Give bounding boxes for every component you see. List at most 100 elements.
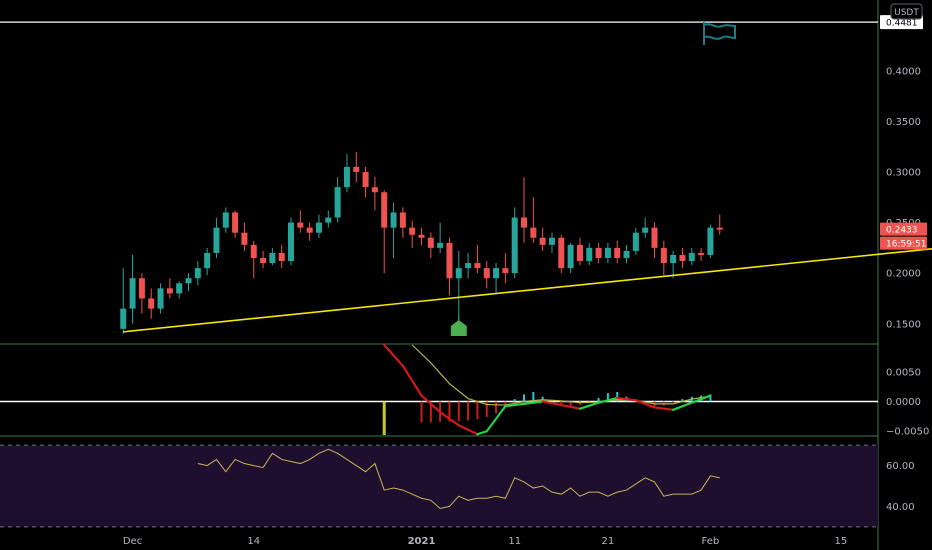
- oscillator-momentum-segment: [699, 394, 712, 401]
- candle-body: [651, 227, 658, 248]
- candle: [446, 237, 453, 296]
- countdown-box: [880, 236, 927, 250]
- candle: [315, 214, 322, 238]
- candle-body: [465, 263, 472, 269]
- candle-body: [241, 232, 248, 245]
- candle-body: [166, 288, 173, 294]
- currency-label: USDT: [894, 8, 919, 18]
- candle-body: [362, 172, 369, 188]
- candle: [129, 254, 136, 324]
- candle-body: [418, 234, 425, 238]
- time-axis-tick: 11: [508, 536, 521, 547]
- time-axis-tick: 15: [835, 536, 848, 547]
- oscillator-momentum-segment: [597, 396, 619, 404]
- oscillator-momentum-segment: [457, 424, 479, 436]
- candle: [222, 207, 229, 233]
- candle-body: [539, 237, 546, 245]
- candle: [269, 247, 276, 266]
- candle: [474, 244, 481, 274]
- histogram-bar: [597, 397, 600, 402]
- candle-body: [604, 247, 611, 258]
- oscillator-panel: [0, 343, 878, 436]
- oscillator-axis-tick: 0.0000: [886, 397, 921, 408]
- rsi-panel: [0, 444, 878, 528]
- candle-body: [148, 298, 155, 309]
- candle: [660, 240, 667, 276]
- oscillator-momentum-segment: [681, 398, 703, 408]
- price-axis-tick: 0.3500: [886, 117, 921, 128]
- candle: [511, 207, 518, 279]
- candle: [120, 268, 127, 334]
- time-axis-tick: 14: [247, 536, 260, 547]
- time-axis-tick: Feb: [702, 536, 720, 547]
- candle-body: [232, 212, 239, 233]
- oscillator-momentum-segment: [476, 430, 488, 436]
- candle: [250, 240, 257, 279]
- oscillator-axis-tick: 0.0050: [886, 367, 921, 378]
- candle: [176, 281, 183, 299]
- candle: [465, 252, 472, 279]
- histogram-bar: [420, 401, 423, 423]
- candle-body: [530, 227, 537, 238]
- candle-body: [297, 222, 304, 228]
- candle-body: [586, 247, 593, 262]
- candle-body: [176, 283, 183, 294]
- signal-marker-shape: [450, 320, 467, 336]
- histogram-bar: [429, 401, 432, 423]
- oscillator-momentum-segment: [560, 403, 582, 410]
- oscillator-momentum-segment: [578, 401, 600, 410]
- candle-body: [204, 252, 211, 269]
- candle-body: [623, 250, 630, 258]
- histogram-bar: [457, 401, 460, 422]
- rsi-line: [197, 448, 720, 510]
- candle: [138, 273, 145, 314]
- candle-body: [213, 227, 220, 253]
- histogram-bar: [672, 401, 675, 403]
- candle-body: [250, 244, 257, 258]
- histogram-bar: [504, 401, 507, 407]
- flag-icon[interactable]: [703, 22, 736, 45]
- candle: [679, 247, 686, 269]
- candle: [548, 232, 555, 253]
- price-axis-tick: 0.3000: [886, 168, 921, 179]
- oscillator-momentum-segment: [420, 394, 442, 414]
- level-label: 0.4481: [886, 19, 918, 29]
- candle: [204, 247, 211, 276]
- candle: [539, 227, 546, 251]
- histogram-bar: [467, 401, 470, 421]
- oscillator-momentum-segment: [522, 400, 544, 405]
- candle-body: [381, 192, 388, 228]
- price-axis-tick: 0.4000: [886, 66, 921, 77]
- oscillator-axis-tick: −0.0050: [886, 427, 929, 438]
- candle-body: [548, 237, 555, 245]
- candle-body: [334, 187, 341, 218]
- histogram-bar: [560, 401, 563, 405]
- candle-body: [474, 263, 481, 269]
- candle: [288, 217, 295, 266]
- candle-body: [558, 237, 565, 269]
- candle: [651, 222, 658, 258]
- candle-body: [399, 212, 406, 228]
- candle-body: [185, 278, 192, 284]
- oscillator-momentum-segment: [616, 396, 637, 402]
- candle: [399, 207, 406, 238]
- candle: [213, 217, 220, 258]
- candle-body: [455, 268, 462, 279]
- candle: [614, 240, 621, 264]
- histogram-bar: [448, 401, 451, 422]
- candle-body: [660, 247, 667, 264]
- last-price-box: [880, 222, 927, 236]
- candle-body: [194, 268, 201, 279]
- rsi-axis-tick: 40.00: [886, 502, 915, 513]
- histogram-bar: [616, 391, 619, 402]
- candle: [278, 244, 285, 269]
- candle-body: [614, 247, 621, 258]
- candle-body: [688, 252, 695, 262]
- candle-body: [576, 244, 583, 262]
- candle-body: [278, 252, 285, 262]
- currency-badge[interactable]: USDT: [890, 3, 923, 20]
- candle: [343, 153, 350, 193]
- price-axis-tick: 0.2000: [886, 269, 921, 280]
- candle: [707, 224, 714, 258]
